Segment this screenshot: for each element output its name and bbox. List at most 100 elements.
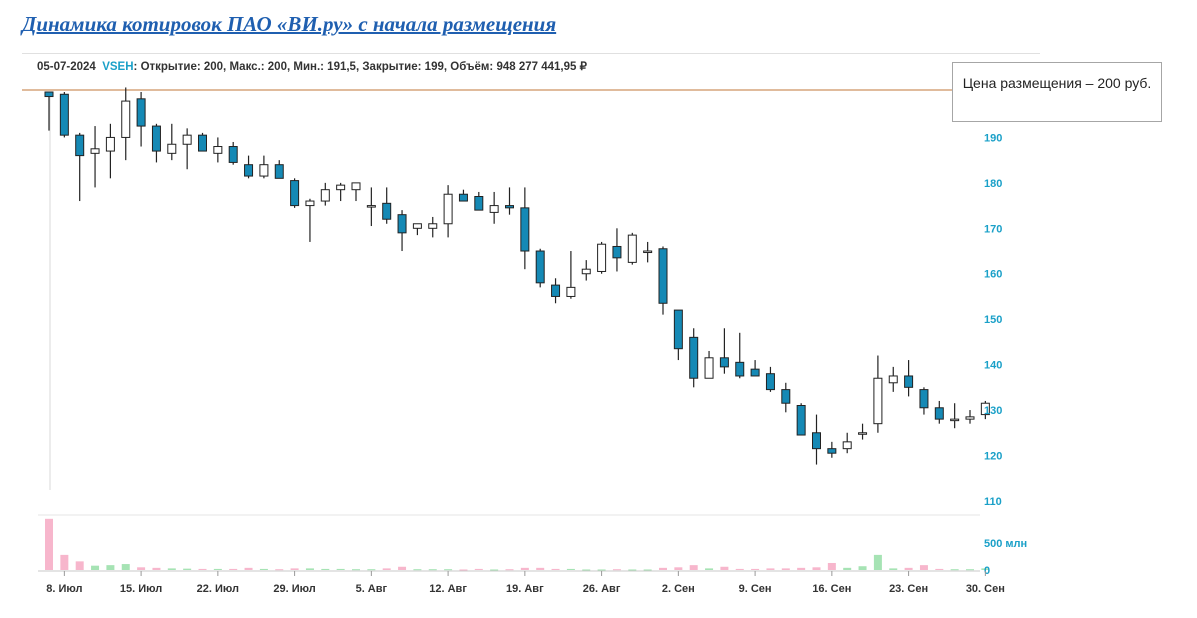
volume-bar bbox=[183, 568, 192, 570]
candle-body bbox=[888, 375, 898, 384]
price-tick-label: 130 bbox=[984, 405, 1002, 417]
ohlc-info-line: 05-07-2024 VSEH: Открытие: 200, Макс.: 2… bbox=[37, 59, 587, 73]
candle-body bbox=[90, 148, 100, 154]
volume-bar bbox=[121, 564, 130, 570]
volume-bar bbox=[904, 567, 913, 570]
volume-bar bbox=[659, 567, 667, 570]
price-tick-label: 150 bbox=[984, 314, 1002, 326]
volume-bar bbox=[275, 569, 284, 571]
candle-body bbox=[274, 164, 284, 179]
volume-bar bbox=[858, 566, 867, 570]
candle-body bbox=[228, 146, 238, 163]
volume-bar bbox=[582, 569, 591, 571]
volume-bar bbox=[459, 569, 468, 571]
volume-bar bbox=[367, 569, 376, 571]
price-tick-label: 110 bbox=[984, 496, 1002, 508]
volume-bar bbox=[75, 561, 84, 570]
volume-bar bbox=[382, 568, 391, 570]
candle-body bbox=[735, 361, 745, 377]
date-tick-label: 5. Авг bbox=[356, 583, 388, 595]
candle-body bbox=[121, 100, 131, 138]
volume-bar bbox=[244, 567, 253, 570]
info-ohlc: : Открытие: 200, Макс.: 200, Мин.: 191,5… bbox=[133, 61, 587, 73]
candles-layer bbox=[44, 87, 990, 465]
candle-body bbox=[612, 245, 622, 259]
volume-bar bbox=[336, 568, 345, 570]
volume-bar bbox=[981, 568, 990, 570]
volume-axis: 0 500 млн bbox=[984, 538, 1027, 577]
chart-title: Динамика котировок ПАО «ВИ.ру» с начала … bbox=[22, 12, 557, 36]
volume-bar bbox=[551, 568, 560, 570]
volume-bar bbox=[137, 567, 146, 570]
date-axis: 8. Июл 15. Июл 22. Июл 29. Июл 5. Авг 12. Авг… bbox=[46, 571, 1005, 595]
volume-bar bbox=[167, 568, 176, 570]
candle-body bbox=[719, 357, 729, 368]
volume-bar bbox=[45, 518, 53, 570]
candle-body bbox=[520, 207, 530, 252]
candle-body bbox=[781, 389, 791, 404]
volume-bar bbox=[705, 568, 714, 570]
candle-body bbox=[259, 164, 269, 177]
volume-bar bbox=[843, 567, 852, 570]
volume-bar bbox=[413, 569, 422, 571]
price-tick-label: 180 bbox=[984, 178, 1002, 190]
candle-body bbox=[566, 286, 576, 297]
candle-body bbox=[151, 125, 161, 152]
candle-body bbox=[44, 91, 54, 98]
date-tick-label: 16. Сен bbox=[812, 583, 851, 595]
candle-body bbox=[290, 180, 300, 207]
price-tick-label: 160 bbox=[984, 269, 1002, 281]
volume-bar bbox=[797, 567, 806, 570]
candle-body bbox=[136, 98, 146, 127]
volume-bar bbox=[735, 568, 744, 570]
volume-bar bbox=[198, 568, 207, 570]
volume-bar bbox=[597, 569, 606, 571]
chart-grid bbox=[38, 92, 980, 572]
candle-body bbox=[474, 196, 484, 211]
candle-body bbox=[919, 389, 929, 409]
price-tick-label: 190 bbox=[984, 132, 1002, 144]
candle-body bbox=[812, 432, 821, 450]
price-tick-label: 120 bbox=[984, 450, 1002, 462]
volume-bar bbox=[628, 569, 637, 571]
candle-body bbox=[873, 377, 883, 425]
candle-body bbox=[59, 93, 69, 136]
volume-bar bbox=[398, 566, 407, 570]
candle-body bbox=[658, 248, 668, 304]
volume-bar bbox=[919, 565, 928, 570]
date-tick-label: 22. Июл bbox=[197, 583, 239, 595]
volume-bar bbox=[229, 568, 238, 570]
candle-body bbox=[167, 143, 177, 154]
date-tick-label: 29. Июл bbox=[273, 583, 315, 595]
volume-bar bbox=[91, 565, 100, 570]
date-tick-label: 9. Сен bbox=[739, 583, 772, 595]
candle-body bbox=[858, 432, 868, 435]
candle-body bbox=[320, 189, 330, 202]
date-tick-label: 23. Сен bbox=[889, 583, 928, 595]
candle-body bbox=[950, 418, 960, 422]
candle-body bbox=[750, 368, 760, 377]
candle-body bbox=[796, 405, 806, 436]
volume-bar bbox=[520, 567, 529, 570]
volume-bar bbox=[766, 568, 775, 570]
volume-bar bbox=[352, 569, 360, 571]
volume-bar bbox=[490, 569, 499, 571]
candle-body bbox=[827, 448, 837, 454]
candle-body bbox=[980, 402, 990, 416]
candle-body bbox=[704, 357, 714, 379]
volume-bar bbox=[935, 568, 944, 570]
date-tick-label: 19. Авг bbox=[506, 583, 544, 595]
date-tick-label: 15. Июл bbox=[120, 583, 162, 595]
candle-body bbox=[673, 309, 683, 350]
candle-body bbox=[412, 223, 422, 229]
volume-tick-label: 0 bbox=[984, 565, 990, 577]
candle-body bbox=[75, 134, 85, 157]
volume-bar bbox=[106, 565, 115, 570]
date-tick-label: 12. Авг bbox=[429, 583, 467, 595]
candle-body bbox=[934, 407, 944, 420]
candle-body bbox=[305, 200, 315, 207]
candle-body bbox=[198, 134, 207, 152]
volume-bar bbox=[321, 568, 330, 570]
volume-bar bbox=[505, 569, 514, 571]
candle-body bbox=[689, 336, 699, 379]
